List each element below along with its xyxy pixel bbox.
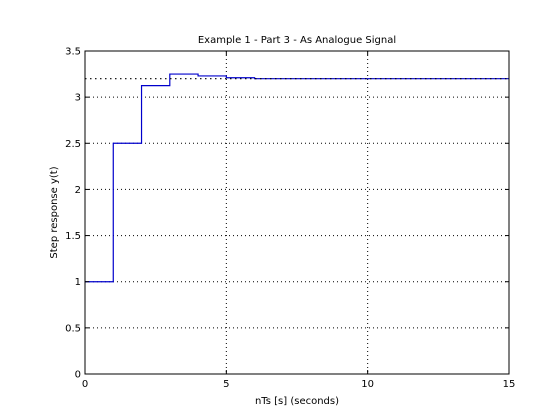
x-tick-label: 10 (361, 379, 374, 390)
x-axis-label: nTs [s] (seconds) (255, 396, 339, 407)
grid (85, 51, 509, 374)
y-tick-label: 1 (75, 277, 81, 288)
y-tick-label: 2 (75, 185, 81, 196)
y-tick-label: 0 (75, 370, 81, 381)
y-tick-label: 0.5 (65, 323, 81, 334)
chart-title: Example 1 - Part 3 - As Analogue Signal (198, 35, 396, 46)
axes-box (84, 50, 510, 375)
x-tick-label: 0 (82, 379, 88, 390)
y-tick-label: 1.5 (65, 231, 81, 242)
y-tick-label: 3.5 (65, 47, 81, 58)
y-tick-label: 3 (75, 93, 81, 104)
x-tick-label: 15 (503, 379, 516, 390)
plot-area (85, 51, 509, 374)
ticks: 0 5 10 15 0 0.5 1 1.5 2 2.5 3 3.5 (65, 47, 515, 391)
series-layer (85, 73, 509, 283)
x-tick-label: 5 (223, 379, 229, 390)
y-tick-label: 2.5 (65, 139, 81, 150)
y-axis-label: Step response y(t) (49, 166, 60, 258)
